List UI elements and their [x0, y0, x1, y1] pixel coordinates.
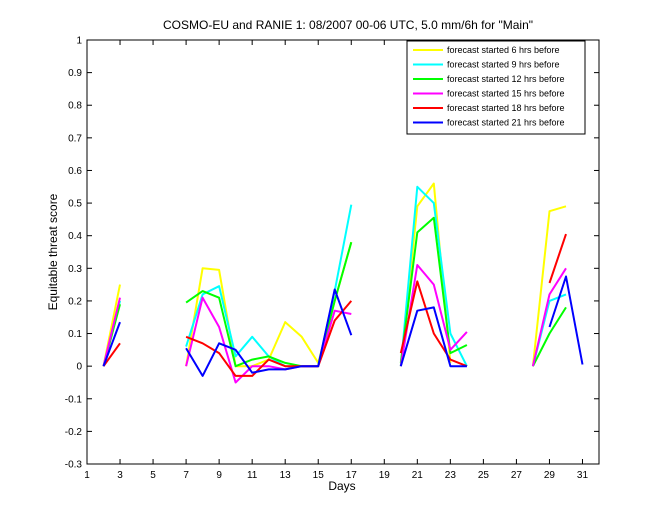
- x-tick-label: 5: [150, 470, 156, 481]
- series-line: [399, 264, 468, 367]
- series-line: [531, 267, 567, 367]
- series-line: [548, 275, 584, 365]
- y-tick-label: 0.1: [68, 329, 82, 340]
- legend-label: forecast started 12 hrs before: [447, 74, 565, 84]
- series-4: [102, 264, 567, 384]
- x-tick-label: 3: [117, 470, 123, 481]
- legend-item: forecast started 9 hrs before: [413, 60, 560, 70]
- y-tick-label: 0.6: [68, 166, 82, 177]
- x-tick-label: 21: [412, 470, 424, 481]
- y-tick-label: 1: [76, 36, 82, 47]
- x-tick-label: 15: [313, 470, 325, 481]
- x-tick-label: 27: [511, 470, 523, 481]
- y-tick-label: -0.2: [65, 427, 83, 438]
- x-tick-label: 31: [577, 470, 589, 481]
- x-tick-label: 7: [183, 470, 189, 481]
- legend-item: forecast started 18 hrs before: [413, 103, 565, 113]
- series-line: [399, 216, 468, 364]
- legend-item: forecast started 21 hrs before: [413, 118, 565, 128]
- y-axis: -0.3 -0.2 -0.1 0 0.1 0.2 0.3 0.4 0.5 0.6 0.7 0.8 0.9…: [65, 36, 599, 471]
- x-tick-label: 11: [247, 470, 258, 481]
- series-6: [102, 275, 584, 377]
- legend-item: forecast started 12 hrs before: [413, 74, 565, 84]
- y-tick-label: 0: [76, 362, 82, 373]
- series-line: [185, 288, 353, 377]
- y-tick-label: 0.9: [68, 68, 82, 79]
- y-tick-label: 0.7: [68, 133, 82, 144]
- y-tick-label: -0.1: [65, 394, 83, 405]
- series-line: [399, 280, 468, 368]
- series-line: [102, 297, 121, 367]
- series-5: [102, 233, 567, 377]
- y-axis-label: Equitable threat score: [46, 193, 60, 310]
- chart-title: COSMO-EU and RANIE 1: 08/2007 00-06 UTC,…: [163, 18, 533, 32]
- x-tick-label: 1: [84, 470, 90, 481]
- x-tick-label: 13: [280, 470, 292, 481]
- y-tick-label: 0.5: [68, 199, 82, 210]
- legend-label: forecast started 15 hrs before: [447, 89, 565, 99]
- series-line: [102, 342, 121, 367]
- legend-label: forecast started 18 hrs before: [447, 103, 565, 113]
- series-layer: [102, 182, 584, 384]
- series-line: [532, 306, 567, 367]
- y-tick-label: 0.3: [68, 264, 82, 275]
- legend: forecast started 6 hrs before forecast st…: [406, 40, 586, 135]
- legend-label: forecast started 21 hrs before: [447, 118, 565, 128]
- y-tick-label: 0.2: [68, 296, 82, 307]
- series-line: [399, 306, 467, 368]
- legend-label: forecast started 9 hrs before: [447, 60, 560, 70]
- x-tick-label: 25: [478, 470, 490, 481]
- x-axis: 1 3 5 7 9 11 13 15 17 19 21 23 25 27 29 31: [84, 40, 588, 481]
- legend-label: forecast started 6 hrs before: [447, 45, 560, 55]
- series-line: [531, 205, 567, 367]
- x-axis-label: Days: [328, 479, 355, 493]
- legend-item: forecast started 6 hrs before: [413, 45, 560, 55]
- series-line: [185, 300, 353, 377]
- x-tick-label: 9: [216, 470, 222, 481]
- y-tick-label: 0.4: [68, 231, 82, 242]
- x-tick-label: 29: [544, 470, 556, 481]
- series-line: [548, 233, 567, 284]
- x-tick-label: 17: [346, 470, 358, 481]
- x-tick-label: 23: [445, 470, 457, 481]
- series-line: [102, 321, 121, 367]
- y-tick-label: 0.8: [68, 101, 82, 112]
- legend-box: [406, 40, 586, 135]
- y-tick-label: -0.3: [65, 460, 83, 471]
- legend-item: forecast started 15 hrs before: [413, 89, 565, 99]
- series-line: [185, 296, 352, 384]
- x-tick-label: 19: [379, 470, 391, 481]
